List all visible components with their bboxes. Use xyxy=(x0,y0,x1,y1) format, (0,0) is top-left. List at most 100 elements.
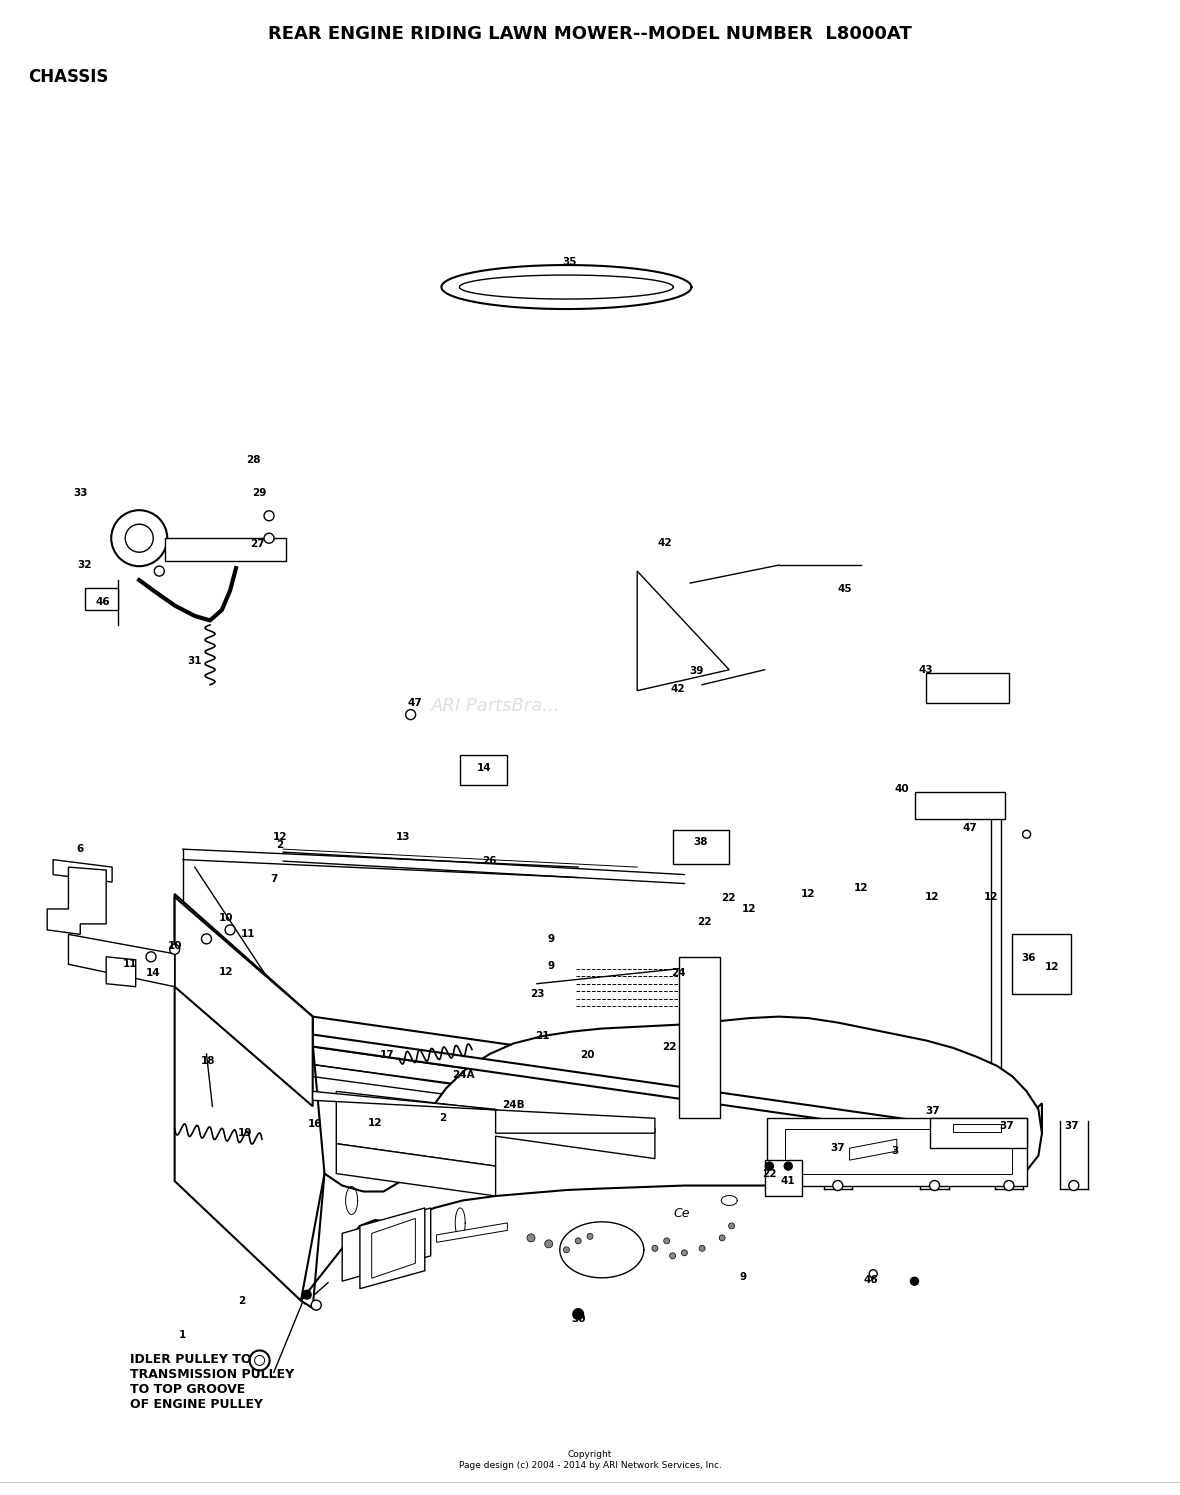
Polygon shape xyxy=(953,1124,1001,1132)
Text: 42: 42 xyxy=(657,538,671,547)
Text: 13: 13 xyxy=(396,833,411,842)
Text: 39: 39 xyxy=(689,667,703,676)
Text: 10: 10 xyxy=(168,942,182,951)
Text: 42: 42 xyxy=(670,685,684,694)
Text: IDLER PULLEY TO
TRANSMISSION PULLEY
TO TOP GROOVE
OF ENGINE PULLEY: IDLER PULLEY TO TRANSMISSION PULLEY TO T… xyxy=(130,1353,294,1411)
Circle shape xyxy=(1004,1181,1014,1190)
Circle shape xyxy=(911,1277,918,1286)
Circle shape xyxy=(225,925,235,934)
Text: 33: 33 xyxy=(73,489,87,498)
Polygon shape xyxy=(637,571,729,691)
Text: ARI PartsBra...: ARI PartsBra... xyxy=(431,697,560,715)
Text: 37: 37 xyxy=(925,1106,939,1115)
Circle shape xyxy=(563,1247,570,1253)
Text: 41: 41 xyxy=(781,1177,795,1186)
Text: 37: 37 xyxy=(831,1144,845,1153)
Polygon shape xyxy=(437,1223,507,1242)
Text: 2: 2 xyxy=(238,1296,245,1305)
Text: 9: 9 xyxy=(548,934,555,943)
Text: 22: 22 xyxy=(721,894,735,903)
Text: 40: 40 xyxy=(894,785,909,794)
Text: 18: 18 xyxy=(201,1057,215,1066)
Text: 23: 23 xyxy=(530,990,544,999)
Polygon shape xyxy=(926,673,1009,703)
Circle shape xyxy=(111,510,168,567)
Text: 7: 7 xyxy=(270,875,277,884)
Circle shape xyxy=(681,1250,688,1256)
Text: 27: 27 xyxy=(250,540,264,549)
Text: 9: 9 xyxy=(548,961,555,970)
Circle shape xyxy=(170,945,179,954)
Polygon shape xyxy=(301,1017,1042,1308)
Polygon shape xyxy=(360,1208,425,1289)
Text: 24B: 24B xyxy=(502,1100,525,1109)
Text: 22: 22 xyxy=(662,1042,676,1051)
Text: 26: 26 xyxy=(483,857,497,866)
Text: 31: 31 xyxy=(188,656,202,665)
Text: 32: 32 xyxy=(78,561,92,570)
Text: 12: 12 xyxy=(854,884,868,893)
Text: 12: 12 xyxy=(801,890,815,898)
Circle shape xyxy=(930,1181,939,1190)
Polygon shape xyxy=(460,755,507,785)
Text: 3: 3 xyxy=(891,1147,898,1156)
Text: 35: 35 xyxy=(563,257,577,266)
Text: 30: 30 xyxy=(571,1314,585,1323)
Polygon shape xyxy=(850,1139,897,1160)
Text: 46: 46 xyxy=(96,598,110,607)
Text: 12: 12 xyxy=(219,967,234,976)
Circle shape xyxy=(146,952,156,961)
Circle shape xyxy=(312,1301,321,1310)
Polygon shape xyxy=(47,867,106,934)
Text: 47: 47 xyxy=(963,824,977,833)
Text: 24: 24 xyxy=(671,969,686,978)
Polygon shape xyxy=(106,957,136,987)
Circle shape xyxy=(669,1253,676,1259)
Text: 46: 46 xyxy=(864,1275,878,1284)
Circle shape xyxy=(545,1239,552,1248)
Text: 14: 14 xyxy=(146,969,160,978)
Polygon shape xyxy=(53,860,112,882)
Text: 12: 12 xyxy=(273,833,287,842)
Text: 22: 22 xyxy=(697,918,712,927)
Text: 37: 37 xyxy=(999,1121,1014,1130)
Circle shape xyxy=(699,1245,706,1251)
Circle shape xyxy=(202,934,211,943)
Circle shape xyxy=(250,1350,269,1371)
Polygon shape xyxy=(313,1091,655,1133)
Text: 2: 2 xyxy=(276,840,283,849)
Text: 36: 36 xyxy=(1022,954,1036,963)
Circle shape xyxy=(573,1310,583,1319)
Circle shape xyxy=(406,710,415,719)
Polygon shape xyxy=(165,538,286,561)
Text: 12: 12 xyxy=(925,893,939,901)
Text: 20: 20 xyxy=(581,1051,595,1060)
Polygon shape xyxy=(372,1218,415,1278)
Polygon shape xyxy=(1027,1103,1042,1148)
Text: 21: 21 xyxy=(536,1032,550,1041)
Polygon shape xyxy=(342,1208,431,1281)
Circle shape xyxy=(719,1235,726,1241)
Circle shape xyxy=(651,1245,658,1251)
Polygon shape xyxy=(175,894,313,1046)
Text: 9: 9 xyxy=(740,1272,747,1281)
Text: 24A: 24A xyxy=(452,1070,476,1079)
Polygon shape xyxy=(785,1129,1012,1174)
Polygon shape xyxy=(930,1118,1027,1148)
Circle shape xyxy=(155,567,164,576)
Text: 37: 37 xyxy=(1064,1121,1079,1130)
Polygon shape xyxy=(914,792,1005,819)
Circle shape xyxy=(728,1223,735,1229)
Text: 43: 43 xyxy=(919,665,933,674)
Polygon shape xyxy=(175,897,313,1106)
Polygon shape xyxy=(68,934,175,987)
Text: 22: 22 xyxy=(762,1169,776,1178)
Text: Ce: Ce xyxy=(674,1208,690,1220)
Polygon shape xyxy=(313,1035,1027,1148)
Text: 11: 11 xyxy=(241,930,255,939)
Text: 47: 47 xyxy=(408,698,422,707)
Text: 2: 2 xyxy=(439,1114,446,1123)
Polygon shape xyxy=(313,1017,1027,1148)
Text: 38: 38 xyxy=(694,837,708,846)
Polygon shape xyxy=(85,588,118,610)
